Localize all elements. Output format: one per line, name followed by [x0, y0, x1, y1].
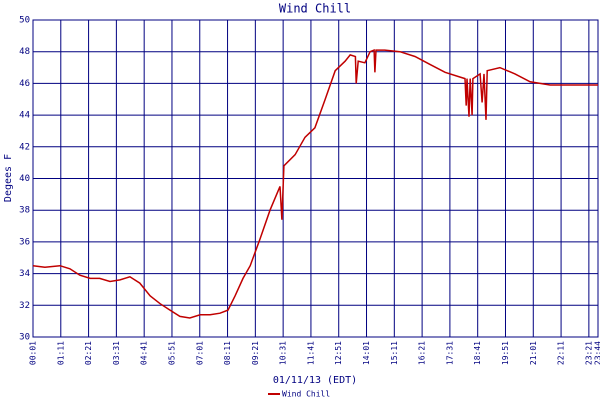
- x-tick-label: 17:31: [445, 341, 454, 365]
- y-axis-label: Degees F: [3, 154, 14, 202]
- x-tick-label: 21:01: [529, 341, 538, 365]
- x-tick-label: 18:41: [473, 341, 482, 365]
- x-tick-label: 23:44: [594, 341, 600, 365]
- x-tick-label: 09:21: [251, 341, 260, 365]
- y-tick-label: 40: [19, 174, 30, 184]
- x-tick-label: 03:31: [112, 341, 121, 365]
- x-tick-label: 16:21: [418, 341, 427, 365]
- x-tick-label: 22:11: [557, 341, 566, 365]
- x-tick-label: 10:31: [279, 341, 288, 365]
- x-tick-label: 08:11: [223, 341, 232, 365]
- x-tick-label: 00:01: [29, 341, 38, 365]
- x-tick-label: 23:21: [584, 341, 593, 365]
- y-tick-label: 42: [19, 142, 30, 152]
- y-tick-label: 48: [19, 47, 30, 57]
- data-line: [32, 49, 598, 319]
- y-tick-label: 32: [19, 301, 30, 311]
- x-tick-label: 15:11: [390, 341, 399, 365]
- x-tick-label: 05:51: [167, 341, 176, 365]
- x-tick-label: 14:01: [362, 341, 371, 365]
- legend-label: Wind Chill: [282, 390, 330, 399]
- x-tick-label: 11:41: [306, 341, 315, 365]
- plot-frame: [32, 19, 599, 338]
- x-tick-label: 07:01: [195, 341, 204, 365]
- x-axis-label: 01/11/13 (EDT): [273, 375, 357, 386]
- y-tick-label: 30: [19, 333, 30, 343]
- y-tick-label: 46: [19, 79, 30, 89]
- y-tick-label: 50: [19, 16, 30, 26]
- x-tick-label: 01:11: [56, 341, 65, 365]
- x-tick-label: 12:51: [334, 341, 343, 365]
- x-tick-label: 19:51: [501, 341, 510, 365]
- y-tick-label: 44: [19, 111, 30, 121]
- x-tick-label: 04:41: [140, 341, 149, 365]
- y-tick-label: 34: [19, 269, 30, 279]
- chart-title: Wind Chill: [279, 2, 351, 16]
- y-tick-label: 36: [19, 237, 30, 247]
- y-tick-label: 38: [19, 206, 30, 216]
- x-tick-label: 02:21: [84, 341, 93, 365]
